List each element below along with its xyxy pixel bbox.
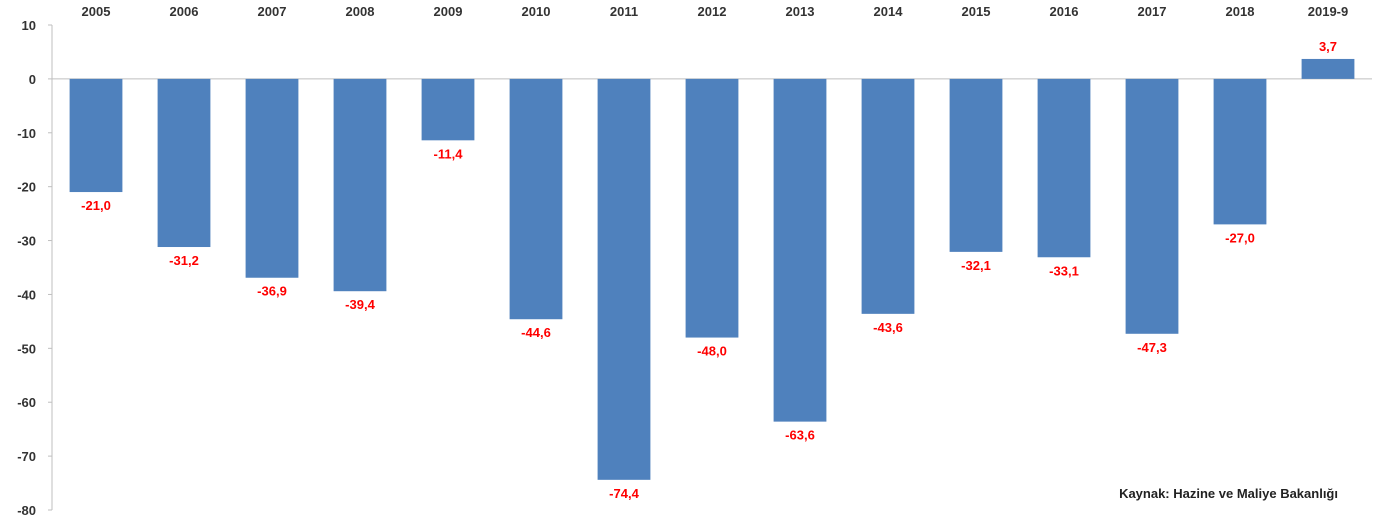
category-label: 2007	[258, 4, 287, 19]
y-tick-label: -50	[17, 341, 36, 356]
category-label: 2018	[1226, 4, 1255, 19]
y-tick-label: -10	[17, 126, 36, 141]
y-tick-label: -60	[17, 395, 36, 410]
bar-2008	[333, 78, 387, 292]
y-tick-label: -70	[17, 449, 36, 464]
data-label: -36,9	[257, 284, 287, 299]
data-label: -33,1	[1049, 263, 1079, 278]
category-label: 2008	[346, 4, 375, 19]
bar-2014	[861, 78, 915, 314]
category-label: 2019-9	[1308, 4, 1348, 19]
y-tick-label: -80	[17, 503, 36, 518]
data-label: -32,1	[961, 258, 991, 273]
bar-2012	[685, 78, 739, 338]
bar-2013	[773, 78, 827, 422]
y-tick-label: -20	[17, 180, 36, 195]
bar-2011	[597, 78, 651, 480]
bar-2018	[1213, 78, 1267, 225]
category-label: 2006	[170, 4, 199, 19]
category-label: 2012	[698, 4, 727, 19]
category-label: 2015	[962, 4, 991, 19]
bar-2009	[421, 78, 475, 141]
data-label: 3,7	[1319, 39, 1337, 54]
y-tick-label: -30	[17, 234, 36, 249]
data-label: -31,2	[169, 253, 199, 268]
category-label: 2013	[786, 4, 815, 19]
bar-2017	[1125, 78, 1179, 334]
y-tick-label: 10	[22, 18, 36, 33]
bar-2007	[245, 78, 299, 278]
data-label: -44,6	[521, 325, 551, 340]
bar-2015	[949, 78, 1003, 252]
category-label: 2005	[82, 4, 111, 19]
bar-2016	[1037, 78, 1091, 258]
category-label: 2016	[1050, 4, 1079, 19]
data-label: -63,6	[785, 428, 815, 443]
data-label: -47,3	[1137, 340, 1167, 355]
data-label: -43,6	[873, 320, 903, 335]
data-label: -11,4	[434, 146, 464, 161]
data-label: -48,0	[697, 344, 727, 359]
data-label: -74,4	[609, 486, 639, 501]
data-label: -39,4	[345, 297, 375, 312]
category-label: 2009	[434, 4, 463, 19]
bar-2010	[509, 78, 563, 320]
category-label: 2017	[1138, 4, 1167, 19]
data-label: -21,0	[81, 198, 111, 213]
bar-2006	[157, 78, 211, 248]
bar-2005	[69, 78, 123, 193]
category-label: 2010	[522, 4, 551, 19]
y-tick-label: -40	[17, 287, 36, 302]
source-note: Kaynak: Hazine ve Maliye Bakanlığı	[1119, 486, 1338, 501]
category-label: 2014	[874, 4, 904, 19]
bar-2019-9	[1301, 58, 1355, 79]
category-label: 2011	[610, 4, 638, 19]
data-label: -27,0	[1225, 230, 1255, 245]
y-tick-label: 0	[29, 72, 36, 87]
